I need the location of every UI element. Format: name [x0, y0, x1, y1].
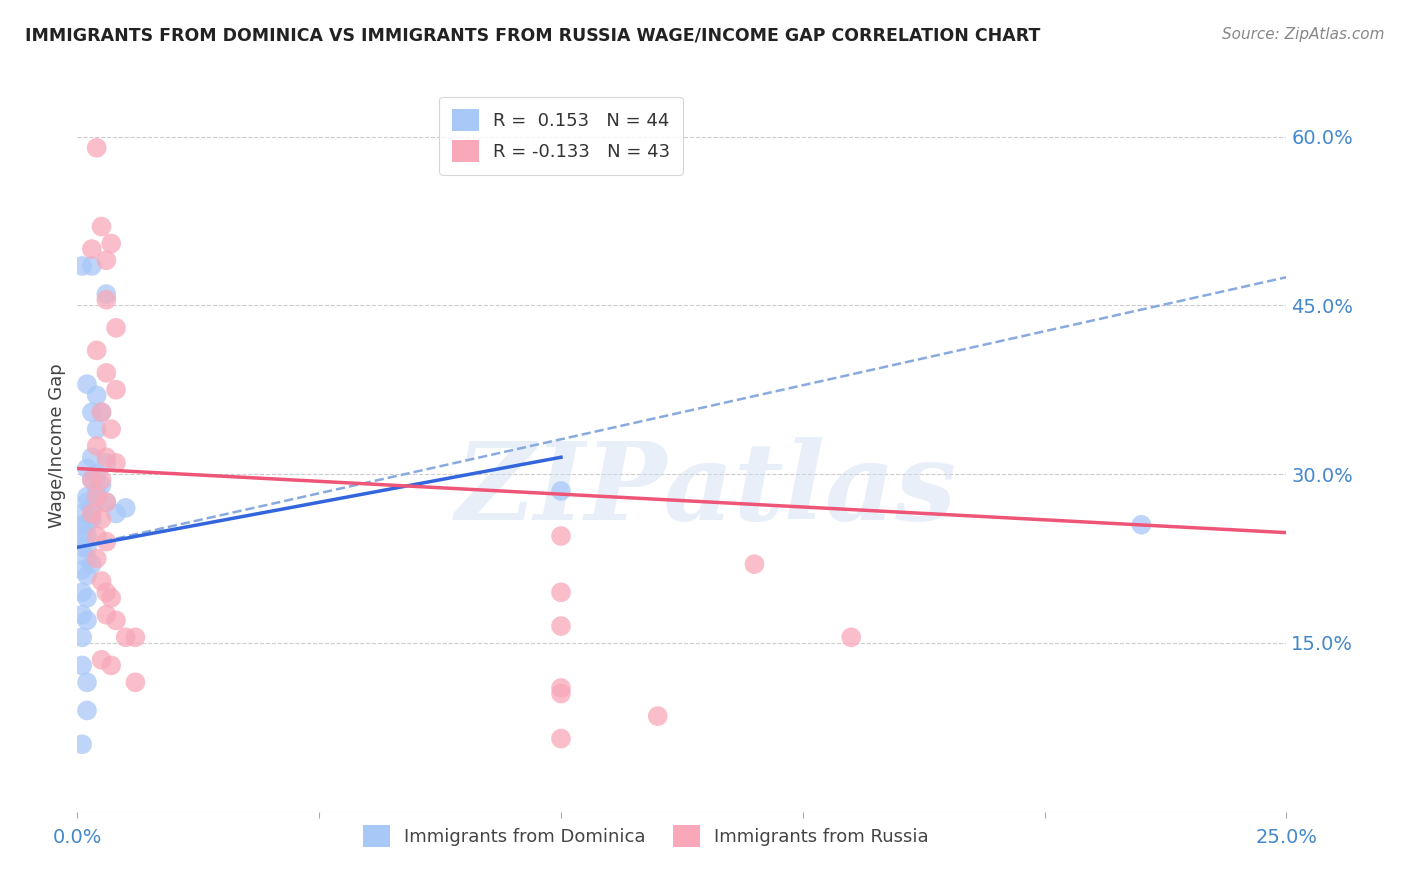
Point — [80, 557, 103, 571]
Point — [86, 343, 108, 358]
Point — [114, 500, 136, 515]
Point — [550, 585, 572, 599]
Point — [76, 591, 98, 605]
Point — [550, 529, 572, 543]
Point — [70, 507, 93, 521]
Point — [80, 500, 103, 515]
Point — [76, 377, 98, 392]
Point — [70, 517, 93, 532]
Point — [96, 253, 118, 268]
Point — [100, 236, 122, 251]
Point — [76, 568, 98, 582]
Point — [96, 450, 118, 465]
Point — [86, 439, 108, 453]
Point — [96, 495, 118, 509]
Point — [96, 585, 118, 599]
Point — [76, 614, 98, 628]
Point — [80, 512, 103, 526]
Point — [76, 461, 98, 475]
Point — [76, 529, 98, 543]
Point — [105, 383, 128, 397]
Point — [76, 551, 98, 566]
Point — [96, 287, 118, 301]
Point — [76, 703, 98, 717]
Text: IMMIGRANTS FROM DOMINICA VS IMMIGRANTS FROM RUSSIA WAGE/INCOME GAP CORRELATION C: IMMIGRANTS FROM DOMINICA VS IMMIGRANTS F… — [25, 27, 1040, 45]
Point — [90, 574, 112, 588]
Y-axis label: Wage/Income Gap: Wage/Income Gap — [48, 364, 66, 528]
Point — [70, 737, 93, 751]
Point — [80, 405, 103, 419]
Point — [76, 495, 98, 509]
Point — [80, 473, 103, 487]
Point — [70, 541, 93, 555]
Point — [550, 619, 572, 633]
Point — [86, 483, 108, 498]
Point — [76, 675, 98, 690]
Point — [96, 534, 118, 549]
Point — [86, 529, 108, 543]
Point — [76, 517, 98, 532]
Point — [90, 478, 112, 492]
Point — [744, 557, 766, 571]
Point — [76, 541, 98, 555]
Point — [96, 293, 118, 307]
Point — [105, 321, 128, 335]
Point — [839, 630, 862, 644]
Point — [114, 630, 136, 644]
Point — [96, 456, 118, 470]
Point — [76, 490, 98, 504]
Point — [80, 259, 103, 273]
Point — [550, 687, 572, 701]
Point — [90, 473, 112, 487]
Point — [86, 551, 108, 566]
Point — [90, 653, 112, 667]
Point — [90, 512, 112, 526]
Point — [90, 405, 112, 419]
Point — [80, 242, 103, 256]
Text: ZIPatlas: ZIPatlas — [456, 437, 956, 543]
Point — [80, 473, 103, 487]
Point — [86, 388, 108, 402]
Point — [86, 422, 108, 436]
Text: Source: ZipAtlas.com: Source: ZipAtlas.com — [1222, 27, 1385, 42]
Point — [80, 507, 103, 521]
Point — [105, 456, 128, 470]
Point — [96, 607, 118, 622]
Point — [550, 681, 572, 695]
Point — [90, 219, 112, 234]
Point — [1130, 517, 1153, 532]
Point — [550, 731, 572, 746]
Point — [70, 529, 93, 543]
Point — [86, 490, 108, 504]
Point — [70, 585, 93, 599]
Point — [90, 405, 112, 419]
Point — [96, 366, 118, 380]
Point — [80, 450, 103, 465]
Point — [124, 630, 146, 644]
Point — [105, 507, 128, 521]
Point — [86, 467, 108, 482]
Point — [70, 658, 93, 673]
Point — [70, 259, 93, 273]
Point — [70, 630, 93, 644]
Point — [550, 483, 572, 498]
Point — [70, 563, 93, 577]
Point — [86, 141, 108, 155]
Point — [100, 422, 122, 436]
Point — [124, 675, 146, 690]
Point — [96, 495, 118, 509]
Point — [70, 607, 93, 622]
Point — [647, 709, 669, 723]
Legend: Immigrants from Dominica, Immigrants from Russia: Immigrants from Dominica, Immigrants fro… — [356, 817, 936, 854]
Point — [100, 658, 122, 673]
Point — [105, 614, 128, 628]
Point — [100, 591, 122, 605]
